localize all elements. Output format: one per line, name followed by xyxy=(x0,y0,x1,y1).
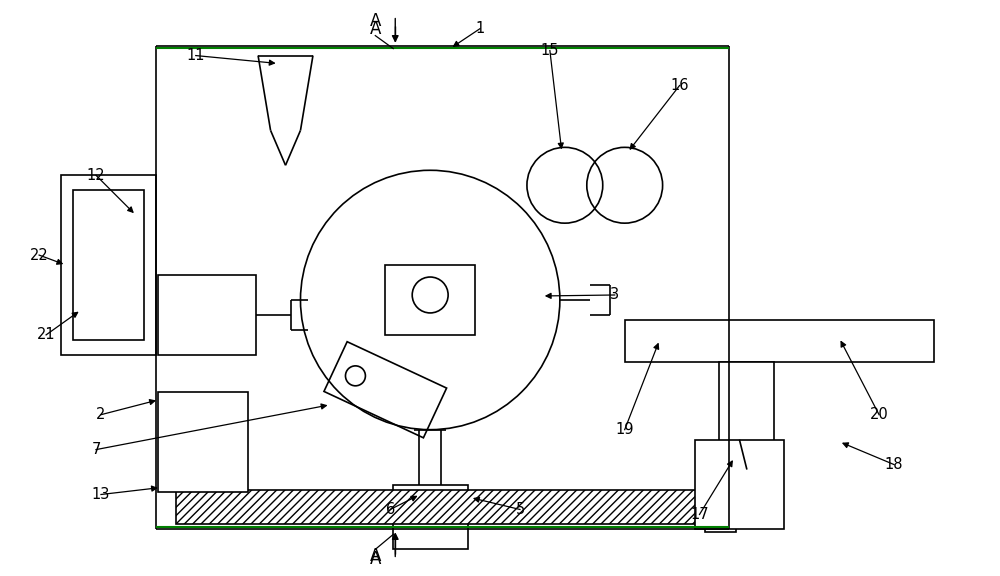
Text: A: A xyxy=(370,550,381,569)
Text: 5: 5 xyxy=(515,502,525,517)
Bar xyxy=(176,490,709,524)
Text: A: A xyxy=(370,12,381,29)
Bar xyxy=(625,320,934,362)
Text: 17: 17 xyxy=(690,507,709,522)
Text: 1: 1 xyxy=(475,21,485,36)
Text: 6: 6 xyxy=(386,502,395,517)
Text: 21: 21 xyxy=(37,327,55,342)
Text: A: A xyxy=(370,20,381,37)
Text: 11: 11 xyxy=(186,48,205,63)
Text: 18: 18 xyxy=(885,457,903,472)
Bar xyxy=(158,275,256,355)
Text: A: A xyxy=(370,547,381,566)
Bar xyxy=(158,392,248,491)
Text: 16: 16 xyxy=(670,78,689,93)
Bar xyxy=(705,482,736,532)
Bar xyxy=(393,484,468,550)
Text: 20: 20 xyxy=(870,407,888,422)
Text: 13: 13 xyxy=(92,487,110,502)
Bar xyxy=(73,190,144,340)
Bar xyxy=(719,362,774,469)
Text: 19: 19 xyxy=(615,422,634,437)
Text: 12: 12 xyxy=(87,168,105,183)
Text: 3: 3 xyxy=(610,287,619,302)
Text: 2: 2 xyxy=(96,407,106,422)
Bar xyxy=(695,439,784,529)
Text: 22: 22 xyxy=(30,248,48,263)
Text: 7: 7 xyxy=(91,442,101,457)
Text: 15: 15 xyxy=(541,43,559,58)
Bar xyxy=(385,265,475,335)
Bar xyxy=(61,175,156,355)
